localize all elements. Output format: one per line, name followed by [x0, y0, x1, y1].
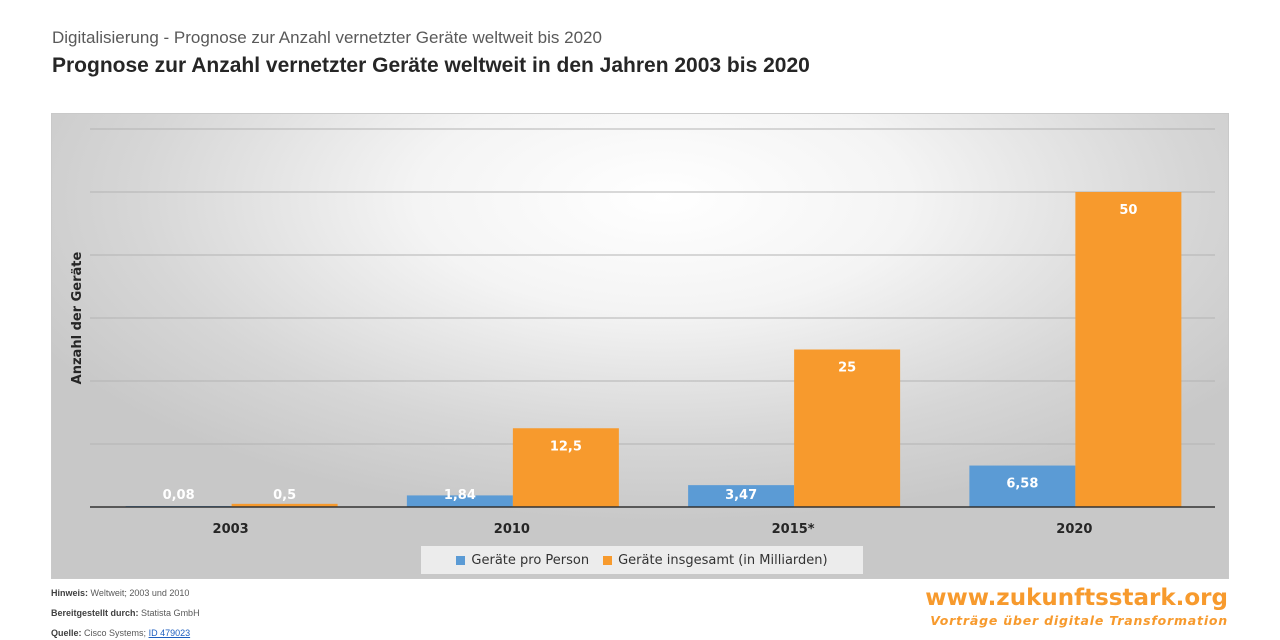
legend-item-series-2: Geräte insgesamt (in Milliarden): [603, 552, 828, 568]
footer-source-value: Cisco Systems;: [84, 628, 147, 638]
legend-label-series-1: Geräte pro Person: [471, 552, 590, 568]
x-tick-label: 2003: [213, 522, 249, 537]
x-tick-label: 2010: [494, 522, 530, 537]
bar-geraete-insgesamt-2020: [1075, 192, 1182, 507]
legend-item-series-1: Geräte pro Person: [456, 553, 589, 568]
legend-label-series-2: Geräte insgesamt (in Milliarden): [618, 552, 828, 568]
bar-chart: 0,08 0,5 1,84 12,5 3,47 25 6,58 50 2003 2010 2015…: [70, 128, 1215, 537]
data-label: 1,84: [444, 488, 476, 503]
bars: [125, 192, 1182, 507]
chart-title: Prognose zur Anzahl vernetzter Geräte we…: [52, 54, 810, 77]
bar-geraete-insgesamt-2015*: [794, 349, 901, 507]
footer-source-id-link[interactable]: ID 479023: [148, 628, 191, 638]
legend-swatch-series-2: [603, 555, 613, 565]
gridlines: [90, 128, 1215, 445]
bar-geraete-pro-person-2015*: [688, 485, 795, 507]
data-label: 6,58: [1006, 477, 1038, 492]
x-tick-label: 2020: [1056, 522, 1092, 537]
data-label: 25: [838, 361, 856, 376]
footer-source-label: Quelle:: [51, 628, 82, 638]
bar-geraete-pro-person-2010: [406, 495, 513, 507]
footer-source: Quelle: Cisco Systems; ID 479023: [51, 628, 190, 638]
footer-provided-label: Bereitgestellt durch:: [51, 608, 139, 618]
bar-geraete-insgesamt-2010: [512, 428, 619, 507]
legend: Geräte pro Person Geräte insgesamt (in M…: [421, 546, 863, 574]
legend-swatch-series-1: [456, 555, 466, 565]
brand-url[interactable]: www.zukunftsstark.org: [925, 585, 1228, 611]
footer-hint-value: Weltweit; 2003 und 2010: [90, 588, 190, 598]
bar-geraete-pro-person-2020: [969, 465, 1076, 507]
data-label: 0,08: [163, 488, 195, 503]
x-tick-label: 2015*: [772, 522, 815, 537]
data-label: 0,5: [273, 488, 296, 503]
x-tick-labels: 2003 2010 2015* 2020: [213, 522, 1093, 537]
data-labels: 0,08 0,5 1,84 12,5 3,47 25 6,58 50: [163, 203, 1138, 503]
footer-provided: Bereitgestellt durch: Statista GmbH: [51, 608, 200, 618]
footer-hint-label: Hinweis:: [51, 588, 89, 598]
y-axis-label: Anzahl der Geräte: [70, 251, 85, 384]
data-label: 12,5: [550, 439, 582, 454]
chart-area: 0,08 0,5 1,84 12,5 3,47 25 6,58 50 2003 2010 2015…: [51, 113, 1229, 579]
bar-geraete-insgesamt-2003: [231, 503, 338, 507]
data-label: 3,47: [725, 488, 757, 503]
footer-hint: Hinweis: Weltweit; 2003 und 2010: [51, 588, 189, 598]
footer-provided-value: Statista GmbH: [141, 608, 200, 618]
chart-subtitle: Digitalisierung - Prognose zur Anzahl ve…: [52, 28, 602, 47]
data-label: 50: [1119, 203, 1137, 218]
brand-tagline: Vorträge über digitale Transformation: [930, 613, 1228, 628]
